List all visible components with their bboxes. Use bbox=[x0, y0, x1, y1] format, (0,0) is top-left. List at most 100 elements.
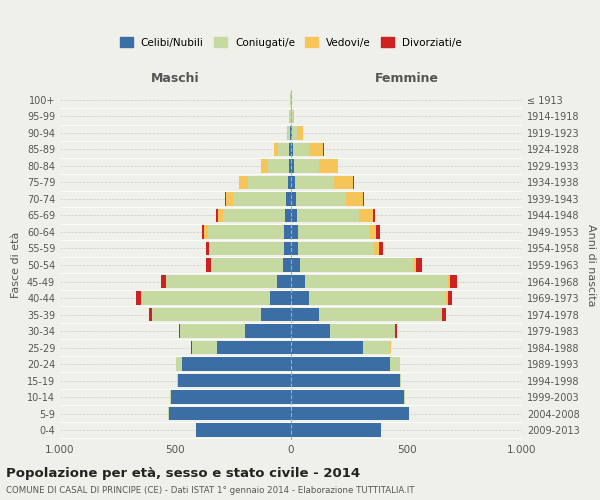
Bar bbox=[374, 242, 379, 256]
Bar bbox=[395, 324, 397, 338]
Bar bbox=[277, 274, 291, 288]
Bar bbox=[270, 291, 291, 305]
Bar bbox=[297, 208, 359, 222]
Bar bbox=[291, 208, 297, 222]
Bar bbox=[191, 341, 217, 354]
Bar bbox=[169, 407, 291, 420]
Bar bbox=[136, 291, 140, 305]
Bar bbox=[291, 126, 292, 140]
Bar bbox=[248, 176, 287, 189]
Bar bbox=[346, 192, 362, 205]
Bar bbox=[310, 291, 446, 305]
Bar bbox=[442, 308, 446, 322]
Bar bbox=[288, 126, 290, 140]
Bar bbox=[293, 110, 294, 123]
Bar bbox=[448, 274, 451, 288]
Bar bbox=[319, 159, 338, 172]
Bar bbox=[261, 308, 291, 322]
Bar bbox=[294, 159, 319, 172]
Bar bbox=[261, 159, 268, 172]
Bar bbox=[205, 225, 208, 239]
Text: COMUNE DI CASAL DI PRINCIPE (CE) - Dati ISTAT 1° gennaio 2014 - Elaborazione TUT: COMUNE DI CASAL DI PRINCIPE (CE) - Dati … bbox=[6, 486, 415, 495]
Bar bbox=[274, 142, 278, 156]
Bar bbox=[334, 176, 353, 189]
Bar bbox=[291, 358, 391, 371]
Bar bbox=[285, 208, 291, 222]
Bar bbox=[209, 242, 210, 256]
Bar bbox=[141, 291, 270, 305]
Bar bbox=[291, 258, 300, 272]
Bar bbox=[210, 242, 284, 256]
Bar bbox=[373, 208, 375, 222]
Bar bbox=[149, 308, 152, 322]
Bar bbox=[293, 142, 310, 156]
Bar bbox=[416, 258, 422, 272]
Bar bbox=[400, 374, 401, 388]
Bar bbox=[298, 242, 374, 256]
Bar bbox=[291, 142, 293, 156]
Bar bbox=[152, 308, 261, 322]
Bar bbox=[370, 225, 376, 239]
Bar bbox=[286, 192, 291, 205]
Bar bbox=[330, 324, 395, 338]
Bar bbox=[291, 291, 310, 305]
Bar bbox=[295, 176, 334, 189]
Bar bbox=[223, 208, 285, 222]
Bar bbox=[206, 242, 209, 256]
Text: Popolazione per età, sesso e stato civile - 2014: Popolazione per età, sesso e stato civil… bbox=[6, 468, 360, 480]
Bar bbox=[451, 274, 457, 288]
Bar bbox=[176, 358, 182, 371]
Bar bbox=[291, 390, 404, 404]
Bar bbox=[300, 258, 413, 272]
Bar bbox=[291, 192, 296, 205]
Bar bbox=[359, 208, 373, 222]
Bar bbox=[319, 308, 441, 322]
Bar bbox=[233, 192, 286, 205]
Bar bbox=[161, 274, 166, 288]
Bar bbox=[298, 225, 370, 239]
Bar bbox=[284, 225, 291, 239]
Bar bbox=[296, 192, 346, 205]
Bar bbox=[290, 126, 291, 140]
Bar bbox=[287, 126, 288, 140]
Bar bbox=[291, 176, 295, 189]
Text: Maschi: Maschi bbox=[151, 72, 200, 85]
Bar bbox=[211, 258, 283, 272]
Bar bbox=[284, 242, 291, 256]
Bar bbox=[217, 341, 291, 354]
Bar bbox=[292, 126, 297, 140]
Bar bbox=[178, 374, 291, 388]
Bar bbox=[310, 142, 323, 156]
Bar bbox=[278, 142, 289, 156]
Bar bbox=[216, 208, 218, 222]
Bar bbox=[448, 291, 452, 305]
Bar bbox=[446, 291, 448, 305]
Bar bbox=[305, 274, 448, 288]
Text: Femmine: Femmine bbox=[374, 72, 439, 85]
Bar bbox=[291, 159, 294, 172]
Bar bbox=[292, 110, 293, 123]
Bar bbox=[441, 308, 442, 322]
Bar bbox=[268, 159, 289, 172]
Bar bbox=[287, 176, 291, 189]
Bar bbox=[239, 176, 248, 189]
Bar bbox=[297, 126, 302, 140]
Bar bbox=[291, 374, 400, 388]
Bar bbox=[376, 225, 380, 239]
Y-axis label: Fasce di età: Fasce di età bbox=[11, 232, 21, 298]
Bar bbox=[291, 225, 298, 239]
Bar bbox=[362, 192, 364, 205]
Bar bbox=[391, 358, 400, 371]
Bar bbox=[289, 159, 291, 172]
Bar bbox=[289, 142, 291, 156]
Y-axis label: Anni di nascita: Anni di nascita bbox=[586, 224, 596, 306]
Bar bbox=[176, 374, 178, 388]
Bar bbox=[225, 192, 226, 205]
Bar bbox=[182, 358, 291, 371]
Bar bbox=[206, 258, 211, 272]
Bar bbox=[291, 407, 409, 420]
Bar bbox=[291, 242, 298, 256]
Bar bbox=[291, 424, 381, 437]
Bar bbox=[362, 341, 391, 354]
Bar bbox=[166, 274, 277, 288]
